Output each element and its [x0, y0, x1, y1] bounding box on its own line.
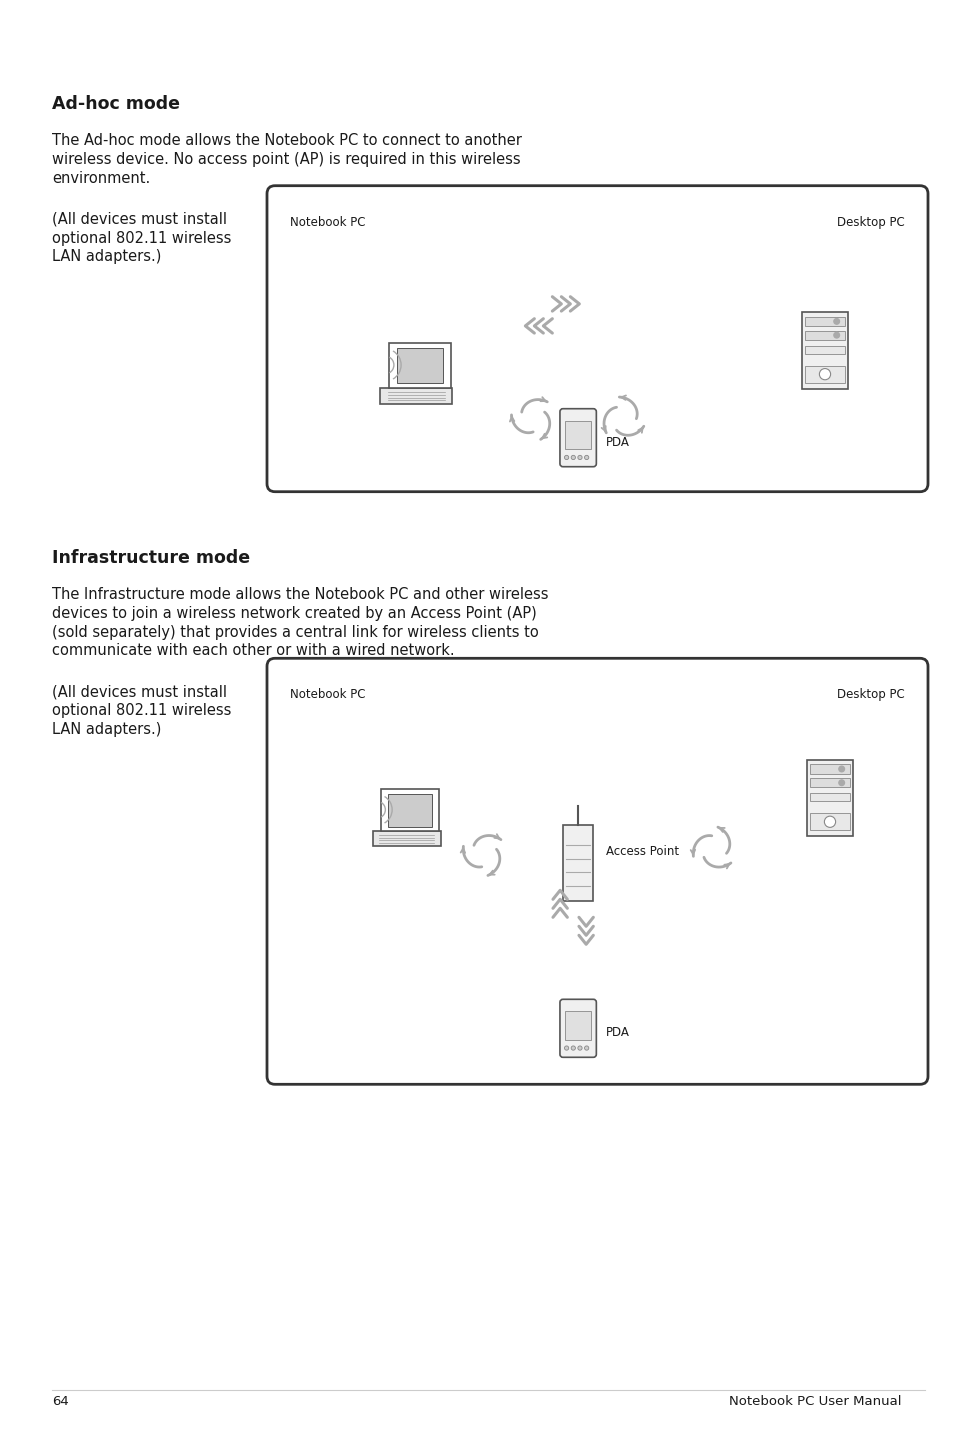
Text: optional 802.11 wireless: optional 802.11 wireless — [52, 230, 232, 246]
Circle shape — [819, 368, 830, 380]
Circle shape — [833, 319, 839, 324]
Text: wireless device. No access point (AP) is required in this wireless: wireless device. No access point (AP) is… — [52, 152, 520, 167]
FancyBboxPatch shape — [562, 825, 593, 902]
Text: Ad-hoc mode: Ad-hoc mode — [52, 95, 180, 114]
Circle shape — [833, 332, 839, 338]
Text: LAN adapters.): LAN adapters.) — [52, 250, 161, 265]
FancyBboxPatch shape — [804, 347, 843, 354]
FancyBboxPatch shape — [809, 794, 849, 801]
Circle shape — [564, 456, 568, 460]
Polygon shape — [380, 788, 438, 831]
Circle shape — [823, 817, 835, 827]
FancyBboxPatch shape — [559, 999, 596, 1057]
Text: optional 802.11 wireless: optional 802.11 wireless — [52, 703, 232, 718]
Text: communicate with each other or with a wired network.: communicate with each other or with a wi… — [52, 643, 455, 659]
Circle shape — [564, 1045, 568, 1050]
FancyBboxPatch shape — [809, 778, 849, 788]
Text: (All devices must install: (All devices must install — [52, 211, 227, 227]
Text: (sold separately) that provides a central link for wireless clients to: (sold separately) that provides a centra… — [52, 624, 538, 640]
Text: PDA: PDA — [605, 436, 629, 449]
Text: PDA: PDA — [605, 1027, 629, 1040]
Text: Notebook PC: Notebook PC — [290, 689, 365, 702]
Text: The Infrastructure mode allows the Notebook PC and other wireless: The Infrastructure mode allows the Noteb… — [52, 587, 548, 601]
FancyBboxPatch shape — [804, 331, 843, 339]
Circle shape — [584, 456, 588, 460]
Circle shape — [584, 1045, 588, 1050]
FancyBboxPatch shape — [804, 316, 843, 326]
Text: (All devices must install: (All devices must install — [52, 684, 227, 699]
Polygon shape — [388, 794, 432, 827]
FancyBboxPatch shape — [267, 659, 927, 1084]
Text: 64: 64 — [52, 1395, 69, 1408]
Text: The Ad-hoc mode allows the Notebook PC to connect to another: The Ad-hoc mode allows the Notebook PC t… — [52, 132, 521, 148]
FancyBboxPatch shape — [565, 420, 590, 449]
Text: Desktop PC: Desktop PC — [837, 689, 904, 702]
Text: Infrastructure mode: Infrastructure mode — [52, 549, 250, 567]
Circle shape — [578, 1045, 581, 1050]
Polygon shape — [396, 348, 443, 383]
FancyBboxPatch shape — [806, 759, 853, 837]
Circle shape — [571, 1045, 575, 1050]
Text: devices to join a wireless network created by an Access Point (AP): devices to join a wireless network creat… — [52, 605, 537, 621]
Circle shape — [571, 456, 575, 460]
FancyBboxPatch shape — [801, 312, 847, 388]
Circle shape — [838, 766, 843, 772]
Polygon shape — [380, 387, 452, 404]
Polygon shape — [389, 342, 450, 387]
Text: LAN adapters.): LAN adapters.) — [52, 722, 161, 738]
FancyBboxPatch shape — [565, 1011, 590, 1040]
Circle shape — [578, 456, 581, 460]
FancyBboxPatch shape — [809, 814, 849, 830]
Text: Notebook PC User Manual: Notebook PC User Manual — [729, 1395, 901, 1408]
FancyBboxPatch shape — [559, 408, 596, 467]
Text: Access Point: Access Point — [605, 844, 679, 858]
FancyBboxPatch shape — [809, 765, 849, 774]
Text: environment.: environment. — [52, 171, 150, 186]
FancyBboxPatch shape — [804, 365, 843, 383]
Text: Desktop PC: Desktop PC — [837, 216, 904, 229]
Polygon shape — [373, 831, 440, 847]
Circle shape — [838, 779, 843, 785]
FancyBboxPatch shape — [267, 186, 927, 492]
Text: Notebook PC: Notebook PC — [290, 216, 365, 229]
